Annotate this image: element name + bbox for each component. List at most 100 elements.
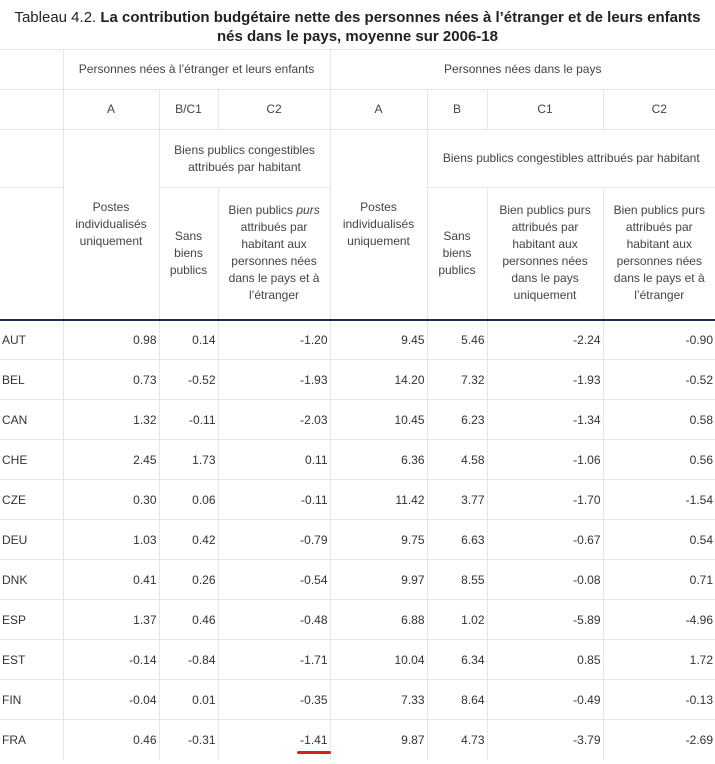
colhead-n-c1: Bien publics purs attribués par habitant… [486, 187, 604, 321]
value-cell: 3.77 [426, 479, 488, 520]
value-cell: -0.35 [217, 679, 331, 720]
country-cell: CZE [0, 479, 63, 520]
value-cell: 10.45 [329, 399, 428, 440]
value-cell: -1.06 [486, 439, 604, 480]
table-title: Tableau 4.2. La contribution budgétaire … [0, 0, 715, 49]
value-cell: 9.75 [329, 519, 428, 560]
value-cell: -0.84 [158, 639, 218, 680]
value-cell: -1.93 [217, 359, 331, 400]
value-cell: 6.88 [329, 599, 428, 640]
colhead-n-b: Sans biens publics [426, 187, 488, 321]
code-n-c1: C1 [486, 89, 604, 130]
colhead-n-c2: Bien publics purs attribués par habitant… [602, 187, 715, 321]
value-cell: 11.42 [329, 479, 428, 520]
value-cell: 0.14 [158, 319, 218, 360]
value-cell: 0.01 [158, 679, 218, 720]
value-cell: -0.48 [217, 599, 331, 640]
value-cell: -1.70 [486, 479, 604, 520]
country-cell: FIN [0, 679, 63, 720]
country-cell: AUT [0, 319, 63, 360]
value-cell: 1.03 [62, 519, 159, 560]
value-cell: 8.55 [426, 559, 488, 600]
value-cell: 7.32 [426, 359, 488, 400]
value-cell: 5.46 [426, 319, 488, 360]
value-cell: 0.98 [62, 319, 159, 360]
table-row: CHE 2.45 1.73 0.11 6.36 4.58 -1.06 0.56 [0, 439, 715, 480]
table-row: CAN 1.32 -0.11 -2.03 10.45 6.23 -1.34 0.58 [0, 399, 715, 440]
value-cell: 9.45 [329, 319, 428, 360]
value-cell: -0.54 [217, 559, 331, 600]
value-cell: -1.34 [486, 399, 604, 440]
value-cell: 0.41 [62, 559, 159, 600]
value-cell: 0.42 [158, 519, 218, 560]
value-cell: 6.34 [426, 639, 488, 680]
red-underline-mark [297, 750, 331, 754]
value-cell: 6.36 [329, 439, 428, 480]
country-cell: DNK [0, 559, 63, 600]
subgroup-row: Postes individualisés uniquement Biens p… [0, 129, 715, 321]
country-cell: CAN [0, 399, 63, 440]
value-cell: 1.02 [426, 599, 488, 640]
value-cell: 0.85 [486, 639, 604, 680]
table-row: AUT 0.98 0.14 -1.20 9.45 5.46 -2.24 -0.90 [0, 319, 715, 360]
value-cell: -0.52 [602, 359, 715, 400]
value-cell: 1.73 [158, 439, 218, 480]
table-body: AUT 0.98 0.14 -1.20 9.45 5.46 -2.24 -0.90 BEL 0.7… [0, 319, 715, 760]
value-cell: 9.87 [329, 719, 428, 760]
data-table: Personnes nées à l’étranger et leurs enf… [0, 49, 715, 760]
table-row: ESP 1.37 0.46 -0.48 6.88 1.02 -5.89 -4.96 [0, 599, 715, 640]
value-cell: -5.89 [486, 599, 604, 640]
value-cell: 0.58 [602, 399, 715, 440]
group-header-row: Personnes nées à l’étranger et leurs enf… [0, 49, 715, 90]
value-cell: -4.96 [602, 599, 715, 640]
value-cell: -0.13 [602, 679, 715, 720]
table-caption: La contribution budgétaire nette des per… [100, 9, 701, 45]
colhead-n-a: Postes individualisés uniquement [329, 129, 428, 321]
country-cell: EST [0, 639, 63, 680]
value-cell: 14.20 [329, 359, 428, 400]
value-cell: 0.73 [62, 359, 159, 400]
country-cell: CHE [0, 439, 63, 480]
value-cell: 6.63 [426, 519, 488, 560]
value-cell: 0.06 [158, 479, 218, 520]
group-foreign: Personnes nées à l’étranger et leurs enf… [62, 49, 331, 90]
value-cell: 0.46 [62, 719, 159, 760]
colhead-f-b: Sans biens publics [158, 187, 218, 321]
value-cell: 9.97 [329, 559, 428, 600]
country-cell: BEL [0, 359, 63, 400]
value-cell: 6.23 [426, 399, 488, 440]
value-cell: -1.54 [602, 479, 715, 520]
value-cell: -0.04 [62, 679, 159, 720]
country-cell: DEU [0, 519, 63, 560]
value-cell: 4.58 [426, 439, 488, 480]
value-cell: -2.03 [217, 399, 331, 440]
value-cell: -2.24 [486, 319, 604, 360]
value-cell: -1.93 [486, 359, 604, 400]
value-cell: -0.79 [217, 519, 331, 560]
value-cell: 4.73 [426, 719, 488, 760]
value-cell: 0.30 [62, 479, 159, 520]
value-cell: -0.49 [486, 679, 604, 720]
code-f-c2: C2 [217, 89, 331, 130]
table-row: CZE 0.30 0.06 -0.11 11.42 3.77 -1.70 -1.54 [0, 479, 715, 520]
table-number: Tableau 4.2. [14, 9, 97, 26]
value-cell: 2.45 [62, 439, 159, 480]
value-cell: 0.11 [217, 439, 331, 480]
value-cell: 0.26 [158, 559, 218, 600]
value-cell: 10.04 [329, 639, 428, 680]
table-row: EST -0.14 -0.84 -1.71 10.04 6.34 0.85 1.72 [0, 639, 715, 680]
colhead-f-a: Postes individualisés uniquement [62, 129, 159, 321]
value-cell: -1.20 [217, 319, 331, 360]
value-cell: 1.37 [62, 599, 159, 640]
value-cell: 1.32 [62, 399, 159, 440]
group-native: Personnes nées dans le pays [329, 49, 715, 90]
table-row: BEL 0.73 -0.52 -1.93 14.20 7.32 -1.93 -0.52 [0, 359, 715, 400]
value-cell: -0.11 [158, 399, 218, 440]
value-cell: -0.90 [602, 319, 715, 360]
value-cell: -0.52 [158, 359, 218, 400]
country-cell: ESP [0, 599, 63, 640]
value-cell: -0.67 [486, 519, 604, 560]
value-cell: 7.33 [329, 679, 428, 720]
table-row: FRA 0.46 -0.31 -1.41 9.87 4.73 -3.79 -2.69 [0, 719, 715, 760]
value-cell: -2.69 [602, 719, 715, 760]
